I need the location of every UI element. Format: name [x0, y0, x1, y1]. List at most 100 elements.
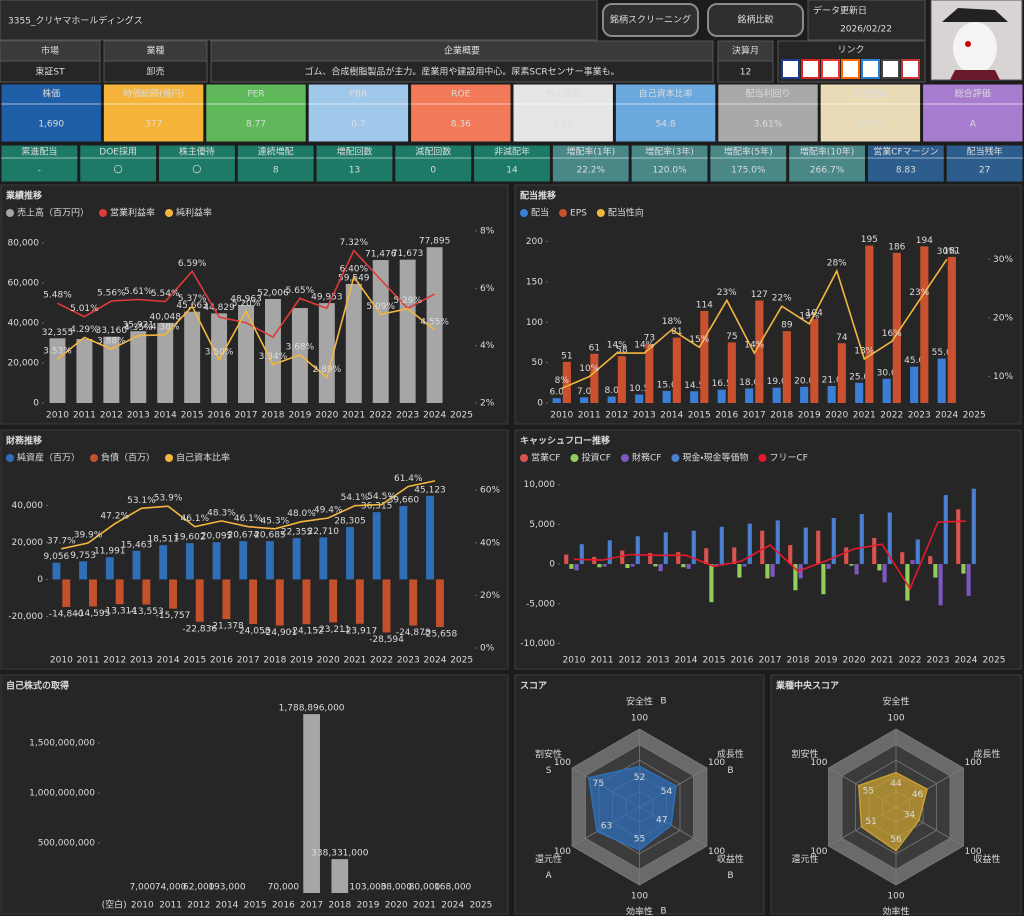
bar — [709, 564, 714, 603]
data-label: 8% — [555, 376, 570, 386]
data-label: 47.2% — [100, 511, 129, 521]
panel-title: 財務推移 — [5, 435, 42, 447]
x-tick-label: 2012 — [619, 656, 642, 666]
button-label[interactable]: 銘柄比較 — [737, 14, 773, 26]
x-tick-label: 2023 — [927, 656, 950, 666]
line-series — [573, 520, 967, 591]
info-value: 卸売 — [146, 66, 164, 78]
y-tick-label: 0 — [549, 560, 555, 570]
x-tick-label: 2020 — [315, 411, 338, 421]
data-label: 5.29% — [393, 296, 422, 306]
data-label: 73 — [644, 334, 655, 344]
data-label: 9,753 — [70, 551, 96, 561]
link-icon[interactable] — [841, 59, 860, 79]
button-label[interactable]: 銘柄スクリーニング — [610, 14, 691, 26]
data-label: 3.50% — [205, 348, 234, 358]
x-tick-label: 2015 — [244, 901, 267, 911]
data-label: 1,788,896,000 — [279, 704, 345, 714]
button[interactable] — [602, 3, 699, 37]
legend-label: 配当 — [531, 207, 549, 219]
link-icon[interactable] — [861, 59, 880, 79]
data-label: 6.0 — [549, 388, 564, 398]
bar — [882, 564, 887, 583]
bar — [635, 536, 640, 565]
link-icon[interactable] — [801, 59, 820, 79]
radar-max-label: 100 — [554, 758, 571, 768]
legend-swatch — [6, 454, 14, 462]
y2-tick-label: 4% — [480, 341, 495, 351]
data-label: 54.5% — [367, 492, 396, 502]
data-label: 48.3% — [207, 508, 236, 518]
bar — [302, 579, 311, 625]
y-tick-label: -20,000 — [8, 612, 43, 622]
bar — [793, 564, 798, 591]
bar — [966, 564, 971, 596]
radar-max-label: 100 — [810, 758, 827, 768]
bar — [854, 564, 859, 575]
data-label: 4.35% — [124, 323, 153, 333]
bar — [630, 564, 635, 567]
radar-axis-label: 効率性 — [626, 906, 653, 916]
kpi-value: 3.61% — [754, 120, 783, 130]
stat-value: 120.0% — [652, 166, 687, 176]
bar — [938, 564, 943, 606]
stat-value: 13 — [349, 166, 360, 176]
kpi-value: A — [970, 120, 977, 130]
data-label: 3.68% — [286, 342, 315, 352]
bar — [742, 564, 747, 567]
bar — [827, 386, 836, 403]
data-label: 48.0% — [287, 509, 316, 519]
x-tick-label: 2010 — [563, 656, 586, 666]
data-label: 181 — [943, 246, 960, 256]
bar — [961, 564, 966, 574]
legend-label: フリーCF — [769, 454, 807, 464]
stat-tile — [630, 144, 709, 183]
stat-tile — [473, 144, 551, 183]
bar — [928, 556, 933, 565]
data-label: 53.1% — [127, 496, 156, 506]
bar — [760, 530, 765, 565]
y-tick-label: 20,000 — [8, 359, 40, 369]
link-icon[interactable] — [781, 59, 800, 79]
bar — [788, 545, 793, 565]
y-tick-label: 10,000 — [524, 480, 556, 490]
data-label: 30% — [937, 247, 957, 257]
bar — [933, 564, 938, 578]
bar — [62, 579, 71, 607]
stat-value: 〇 — [192, 165, 201, 176]
stat-tile — [551, 144, 630, 183]
legend-label: 自己資本比率 — [176, 452, 230, 464]
link-icon[interactable] — [901, 59, 920, 79]
bar — [620, 550, 625, 565]
bar — [645, 344, 654, 403]
data-label: 28% — [827, 259, 847, 269]
x-tick-label: 2012 — [100, 411, 123, 421]
x-tick-label: 2010 — [50, 656, 73, 666]
bar — [690, 391, 699, 403]
link-icon[interactable] — [881, 59, 900, 79]
bar — [810, 319, 819, 403]
x-tick-label: 2012 — [103, 656, 126, 666]
x-tick-label: 2015 — [688, 411, 711, 421]
y2-tick-label: 40% — [480, 538, 500, 548]
bar — [590, 353, 599, 403]
data-label: 7,000 — [129, 882, 155, 892]
data-label: 114 — [696, 300, 713, 310]
radar-value: 55 — [634, 834, 645, 844]
bar — [956, 509, 961, 565]
x-tick-label: 2014 — [157, 656, 180, 666]
data-label: 77,895 — [419, 237, 451, 247]
x-tick-label: 2020 — [385, 901, 408, 911]
link-icon[interactable] — [821, 59, 840, 79]
kpi-value: 54.8 — [656, 120, 676, 130]
data-label: 23% — [909, 288, 929, 298]
info-label: 決算月 — [732, 45, 759, 57]
data-label: 80,000 — [409, 882, 441, 892]
data-label: 20,685 — [254, 531, 286, 541]
data-label: 5.37% — [178, 294, 207, 304]
y-tick-label: 50 — [532, 358, 544, 368]
x-tick-label: 2020 — [317, 656, 340, 666]
x-tick-label: 2011 — [77, 656, 100, 666]
button[interactable] — [707, 3, 804, 37]
x-tick-label: 2017 — [235, 411, 258, 421]
